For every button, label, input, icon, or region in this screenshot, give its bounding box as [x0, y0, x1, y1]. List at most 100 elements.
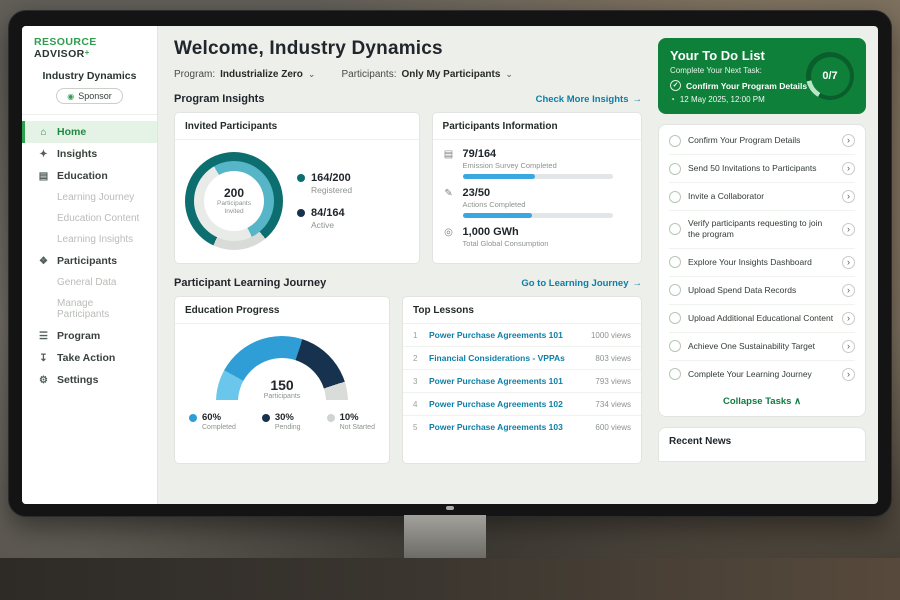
chevron-right-icon[interactable]: › [842, 190, 855, 203]
chevron-right-icon[interactable]: › [842, 339, 855, 353]
arrow-right-icon: → [632, 93, 643, 105]
task-checkbox[interactable] [669, 162, 681, 175]
chevron-right-icon[interactable]: › [842, 311, 855, 325]
sidebar-item-learning-insights[interactable]: Learning Insights [22, 229, 157, 250]
sidebar-item-settings[interactable]: ⚙ Settings [22, 369, 157, 391]
sidebar-item-education[interactable]: ▤ Education [22, 165, 157, 187]
task-checkbox[interactable] [669, 284, 681, 297]
program-value: Industrialize Zero [220, 69, 303, 80]
task-label: Invite a Collaborator [688, 190, 765, 201]
task-complete-learning-journey[interactable]: Complete Your Learning Journey › [669, 361, 855, 388]
app-logo: RESOURCE ADVISOR+ [22, 36, 157, 60]
invited-card-body: 200 Participants Invited 164/200 Registe… [175, 140, 419, 262]
home-icon: ⌂ [40, 126, 47, 138]
stat-emission-survey: ▤ 79/164 Emission Survey Completed [443, 148, 629, 179]
task-confirm-program-details[interactable]: Confirm Your Program Details › [669, 127, 855, 155]
gauge-center: 150 Participants [216, 377, 348, 400]
settings-icon: ⚙ [39, 374, 48, 386]
learning-journey-header: Participant Learning Journey Go to Learn… [174, 277, 642, 289]
nav-label: Insights [57, 148, 98, 160]
sidebar-item-home[interactable]: ⌂ Home [22, 121, 157, 143]
logo-plus: + [84, 48, 90, 57]
insights-cards-row: Invited Participants 200 Participants In… [174, 112, 642, 264]
task-upload-spend-data[interactable]: Upload Spend Data Records › [669, 277, 855, 305]
sponsor-badge[interactable]: ◉ Sponsor [56, 88, 123, 104]
nav-label: General Data [57, 277, 117, 288]
task-checkbox[interactable] [669, 312, 681, 325]
task-checkbox[interactable] [669, 190, 681, 203]
sidebar-item-education-content[interactable]: Education Content [22, 208, 157, 229]
filter-bar: Program: Industrialize Zero ⌄ Participan… [174, 69, 642, 80]
legend-value: 30% [274, 412, 294, 423]
task-label: Confirm Your Program Details [688, 134, 801, 145]
gauge-center-value: 150 [270, 377, 294, 393]
task-send-invitations[interactable]: Send 50 Invitations to Participants › [669, 155, 855, 183]
lesson-link[interactable]: Power Purchase Agreements 103 [429, 422, 563, 432]
chevron-right-icon[interactable]: › [842, 367, 855, 381]
nav-label: Home [57, 126, 87, 138]
nav-label: Education [57, 170, 108, 182]
task-checkbox[interactable] [669, 368, 681, 381]
task-explore-insights[interactable]: Explore Your Insights Dashboard › [669, 249, 855, 277]
chevron-right-icon[interactable]: › [842, 255, 855, 269]
program-insights-header: Program Insights Check More Insights → [174, 93, 642, 105]
learning-cards-row: Education Progress 150 Participants [174, 296, 642, 464]
chevron-right-icon[interactable]: › [842, 134, 855, 147]
task-checkbox[interactable] [669, 256, 681, 269]
survey-icon: ▤ [443, 149, 454, 160]
legend-label: Active [311, 220, 335, 230]
page-title: Welcome, Industry Dynamics [174, 38, 443, 59]
card-title: Education Progress [175, 297, 389, 324]
task-checkbox[interactable] [669, 223, 681, 236]
lesson-link[interactable]: Power Purchase Agreements 102 [429, 399, 563, 409]
todo-next-task[interactable]: ✓ Confirm Your Program Details [670, 80, 854, 91]
legend-dot-not-started [326, 414, 335, 422]
participants-dropdown[interactable]: Participants: Only My Participants ⌄ [341, 69, 513, 80]
program-label: Program: [174, 69, 216, 80]
task-achieve-sustainability-target[interactable]: Achieve One Sustainability Target › [669, 333, 855, 361]
lesson-link[interactable]: Power Purchase Agreements 101 [429, 330, 563, 340]
lesson-link[interactable]: Financial Considerations - VPPAs [429, 353, 565, 363]
sidebar-nav: ⌂ Home ✦ Insights ▤ Education Learning J… [22, 121, 157, 391]
nav-label: Program [57, 330, 101, 342]
education-progress-card: Education Progress 150 Participants [174, 296, 390, 464]
task-invite-collaborator[interactable]: Invite a Collaborator › [669, 183, 855, 211]
insights-icon: ✦ [39, 148, 48, 160]
legend-item: 10% Not Started [326, 412, 375, 431]
sidebar-item-participants[interactable]: ❖ Participants [22, 250, 157, 272]
task-checkbox[interactable] [669, 134, 681, 147]
check-more-insights-link[interactable]: Check More Insights → [536, 94, 642, 105]
sidebar-item-take-action[interactable]: ↧ Take Action [22, 347, 157, 369]
chevron-right-icon[interactable]: › [842, 222, 855, 236]
participants-icon: ❖ [39, 255, 48, 267]
todo-tasks-card: Confirm Your Program Details › Send 50 I… [658, 124, 866, 417]
lesson-views: 600 views [595, 422, 631, 432]
task-verify-participants[interactable]: Verify participants requesting to join t… [669, 211, 855, 249]
sidebar-item-manage-participants[interactable]: Manage Participants [22, 293, 157, 325]
go-to-learning-journey-link[interactable]: Go to Learning Journey → [521, 278, 642, 289]
invited-participants-card: Invited Participants 200 Participants In… [174, 112, 420, 264]
take-action-icon: ↧ [39, 352, 48, 364]
logo-primary: RESOURCE [34, 36, 97, 48]
lesson-link[interactable]: Power Purchase Agreements 101 [429, 376, 563, 386]
program-dropdown[interactable]: Program: Industrialize Zero ⌄ [174, 69, 315, 80]
todo-panel: Your To Do List Complete Your Next Task:… [656, 26, 878, 504]
sidebar-item-general-data[interactable]: General Data [22, 272, 157, 293]
actions-icon: ✎ [444, 188, 453, 199]
collapse-tasks-link[interactable]: Collapse Tasks ∧ [669, 388, 855, 412]
task-label: Verify participants requesting to join t… [688, 218, 823, 240]
recent-news-title: Recent News [669, 435, 732, 447]
progress-bar-fill [462, 213, 532, 218]
chevron-right-icon[interactable]: › [842, 162, 855, 175]
task-upload-educational-content[interactable]: Upload Additional Educational Content › [669, 305, 855, 333]
todo-progress-value: 0/7 [810, 56, 850, 96]
task-checkbox[interactable] [669, 340, 681, 353]
card-title: Top Lessons [403, 297, 641, 324]
sidebar-item-insights[interactable]: ✦ Insights [22, 143, 157, 165]
sidebar-item-learning-journey[interactable]: Learning Journey [22, 187, 157, 208]
chevron-right-icon[interactable]: › [842, 283, 855, 297]
stat-value: 23/50 [462, 187, 491, 199]
link-label: Go to Learning Journey [521, 277, 629, 289]
donut-center: 200 Participants Invited [204, 171, 264, 231]
sidebar-item-program[interactable]: ☰ Program [22, 325, 157, 347]
